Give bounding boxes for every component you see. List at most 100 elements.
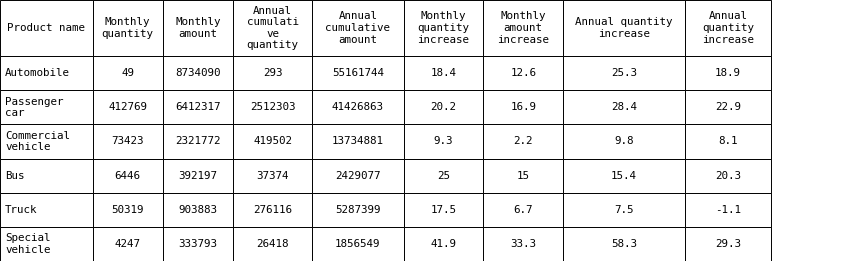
Bar	[404, 193, 483, 227]
Text: Monthly
amount
increase: Monthly amount increase	[497, 11, 549, 45]
Text: 50319: 50319	[111, 205, 144, 215]
Bar	[163, 90, 233, 124]
Text: 49: 49	[121, 68, 135, 78]
Bar	[312, 158, 404, 193]
Bar	[685, 124, 771, 158]
Bar	[312, 0, 404, 56]
Bar	[563, 90, 685, 124]
Bar	[93, 56, 163, 90]
Bar	[233, 90, 312, 124]
Text: 9.3: 9.3	[434, 137, 453, 146]
Bar	[483, 227, 563, 261]
Bar	[404, 90, 483, 124]
Bar	[404, 158, 483, 193]
Text: Automobile: Automobile	[5, 68, 70, 78]
Text: 20.2: 20.2	[430, 102, 457, 112]
Bar	[483, 56, 563, 90]
Text: Monthly
quantity: Monthly quantity	[102, 17, 153, 39]
Bar	[163, 124, 233, 158]
Bar	[563, 227, 685, 261]
Bar	[163, 56, 233, 90]
Bar	[312, 227, 404, 261]
Text: 2512303: 2512303	[249, 102, 296, 112]
Bar	[483, 124, 563, 158]
Bar	[93, 158, 163, 193]
Text: Truck: Truck	[5, 205, 38, 215]
Text: 16.9: 16.9	[510, 102, 536, 112]
Text: 33.3: 33.3	[510, 239, 536, 249]
Text: 29.3: 29.3	[715, 239, 741, 249]
Text: Monthly
quantity
increase: Monthly quantity increase	[417, 11, 470, 45]
Text: 419502: 419502	[253, 137, 292, 146]
Text: 7.5: 7.5	[614, 205, 633, 215]
Bar	[685, 0, 771, 56]
Bar	[685, 193, 771, 227]
Bar	[233, 158, 312, 193]
Bar	[233, 124, 312, 158]
Text: 4247: 4247	[115, 239, 141, 249]
Text: Annual
quantity
increase: Annual quantity increase	[702, 11, 754, 45]
Bar	[93, 193, 163, 227]
Text: 2.2: 2.2	[513, 137, 533, 146]
Text: 8734090: 8734090	[175, 68, 221, 78]
Bar	[563, 158, 685, 193]
Bar	[0, 193, 93, 227]
Bar	[483, 193, 563, 227]
Bar	[233, 227, 312, 261]
Text: 392197: 392197	[178, 171, 218, 181]
Bar	[233, 193, 312, 227]
Text: 37374: 37374	[256, 171, 289, 181]
Bar	[685, 56, 771, 90]
Text: 1856549: 1856549	[335, 239, 381, 249]
Bar	[0, 90, 93, 124]
Text: -1.1: -1.1	[715, 205, 741, 215]
Text: Passenger
car: Passenger car	[5, 97, 63, 118]
Text: 28.4: 28.4	[611, 102, 637, 112]
Bar	[93, 124, 163, 158]
Bar	[0, 158, 93, 193]
Bar	[483, 0, 563, 56]
Text: 2321772: 2321772	[175, 137, 221, 146]
Bar	[163, 0, 233, 56]
Bar	[563, 56, 685, 90]
Text: 55161744: 55161744	[332, 68, 384, 78]
Text: 15.4: 15.4	[611, 171, 637, 181]
Text: 8.1: 8.1	[718, 137, 738, 146]
Text: 41.9: 41.9	[430, 239, 457, 249]
Bar	[685, 90, 771, 124]
Bar	[0, 0, 93, 56]
Text: Special
vehicle: Special vehicle	[5, 233, 51, 255]
Bar	[483, 90, 563, 124]
Text: 17.5: 17.5	[430, 205, 457, 215]
Text: 412769: 412769	[108, 102, 147, 112]
Bar	[233, 56, 312, 90]
Text: Annual
cumulative
amount: Annual cumulative amount	[326, 11, 390, 45]
Bar	[563, 0, 685, 56]
Text: 5287399: 5287399	[335, 205, 381, 215]
Bar	[312, 124, 404, 158]
Bar	[163, 158, 233, 193]
Text: 15: 15	[517, 171, 530, 181]
Text: 18.9: 18.9	[715, 68, 741, 78]
Bar	[233, 0, 312, 56]
Bar	[563, 124, 685, 158]
Bar	[312, 90, 404, 124]
Text: Product name: Product name	[7, 23, 86, 33]
Text: Annual
cumulati
ve
quantity: Annual cumulati ve quantity	[247, 6, 298, 50]
Text: 73423: 73423	[111, 137, 144, 146]
Text: 22.9: 22.9	[715, 102, 741, 112]
Text: 25.3: 25.3	[611, 68, 637, 78]
Bar	[685, 227, 771, 261]
Text: 276116: 276116	[253, 205, 292, 215]
Text: Annual quantity
increase: Annual quantity increase	[575, 17, 673, 39]
Bar	[404, 124, 483, 158]
Text: Monthly
amount: Monthly amount	[175, 17, 221, 39]
Bar	[0, 227, 93, 261]
Text: 9.8: 9.8	[614, 137, 633, 146]
Text: Bus: Bus	[5, 171, 25, 181]
Text: 6446: 6446	[115, 171, 141, 181]
Text: 333793: 333793	[178, 239, 218, 249]
Text: 293: 293	[263, 68, 282, 78]
Text: 6412317: 6412317	[175, 102, 221, 112]
Bar	[404, 227, 483, 261]
